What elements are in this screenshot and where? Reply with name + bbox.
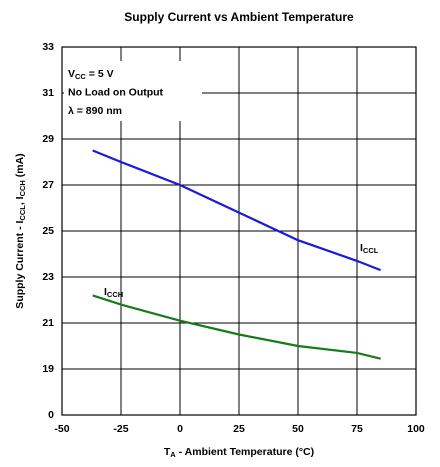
y-axis-label-part: CCH (18, 180, 27, 196)
y-tick-label: 19 (42, 363, 54, 375)
annotation: No Load on Output (68, 86, 164, 98)
series-label: ICCH (104, 286, 123, 299)
annotation-part: = 5 V (86, 68, 114, 80)
plot-border (61, 46, 417, 416)
x-axis-label: TA - Ambient Temperature (°C) (164, 446, 314, 459)
y-axis-label-part: CCL (18, 205, 27, 221)
annotation: VCC = 5 V (68, 68, 114, 81)
series-label: ICCL (360, 242, 379, 255)
y-tick-label: 29 (42, 133, 54, 145)
y-axis-label-part: (mA) (14, 153, 26, 180)
annotation: λ = 890 nm (68, 105, 122, 117)
annotation-part: No Load on Output (68, 86, 164, 98)
annotation-part: CC (75, 72, 86, 81)
y-tick-label: 31 (42, 87, 54, 99)
x-axis-label-part: - Ambient Temperature (°C) (176, 446, 314, 458)
series-line (92, 149, 381, 272)
annotation-part: λ = 890 nm (68, 105, 122, 117)
x-tick-label: 50 (292, 423, 304, 435)
annotation-box (64, 61, 202, 121)
y-tick-label: 21 (42, 317, 54, 329)
x-tick-label: 0 (177, 423, 183, 435)
y-axis-label-part: , I (14, 196, 26, 205)
y-axis-label: Supply Current - ICCL, ICCH (mA) (14, 153, 27, 308)
y-tick-label: 0 (48, 409, 54, 421)
x-tick-label: -50 (54, 423, 69, 435)
y-tick-label: 27 (42, 179, 54, 191)
chart-title: Supply Current vs Ambient Temperature (124, 10, 354, 24)
annotation-part: V (68, 68, 75, 80)
x-tick-label: 100 (407, 423, 425, 435)
x-tick-label: 75 (351, 423, 363, 435)
y-tick-label: 33 (42, 41, 54, 53)
series-line (92, 294, 381, 360)
x-tick-label: -25 (113, 423, 128, 435)
y-tick-label: 25 (42, 225, 54, 237)
x-tick-label: 25 (233, 423, 245, 435)
x-axis-label-part: A (170, 450, 176, 459)
y-tick-label: 23 (42, 271, 54, 283)
x-axis-label-part: T (164, 446, 171, 458)
y-axis-label-part: Supply Current - I (14, 221, 26, 309)
